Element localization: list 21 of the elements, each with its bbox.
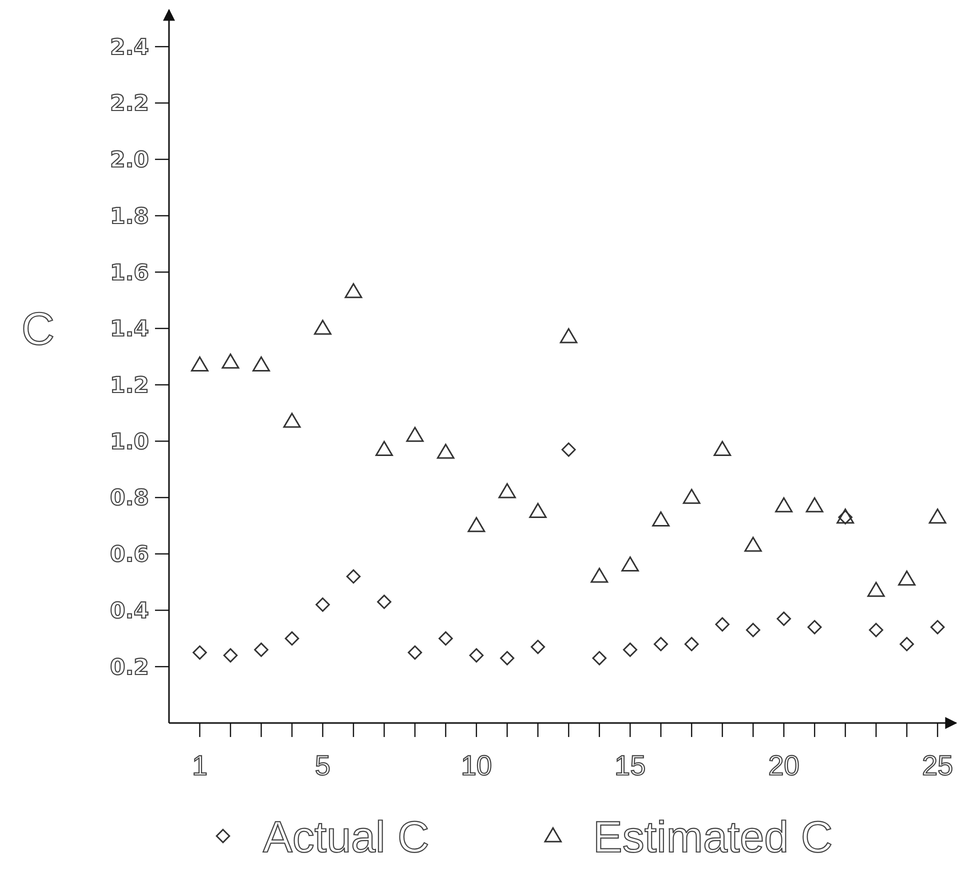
legend-label: Actual C [263, 813, 430, 862]
y-tick-label: 1.0 [110, 430, 149, 455]
legend-label: Estimated C [593, 813, 833, 862]
y-tick-label: 2.0 [110, 148, 149, 174]
y-axis-title: C [21, 302, 55, 355]
y-tick-label: 1.2 [110, 374, 149, 399]
y-tick-label: 1.8 [110, 204, 149, 230]
y-tick-label: 2.2 [110, 92, 149, 117]
x-tick-label: 25 [922, 750, 954, 781]
y-tick-label: 2.4 [110, 35, 149, 60]
y-tick-label: 0.8 [110, 486, 149, 512]
x-tick-label: 15 [614, 750, 646, 781]
x-tick-label: 5 [314, 750, 330, 781]
y-tick-label: 1.4 [110, 317, 149, 342]
x-tick-label: 20 [768, 750, 800, 781]
x-tick-label: 1 [192, 750, 208, 781]
y-tick-label: 1.6 [110, 260, 149, 286]
y-tick-label: 0.4 [110, 598, 149, 624]
y-tick-label: 0.2 [110, 655, 149, 680]
y-tick-label: 0.6 [110, 542, 149, 568]
x-tick-label: 10 [460, 750, 492, 781]
